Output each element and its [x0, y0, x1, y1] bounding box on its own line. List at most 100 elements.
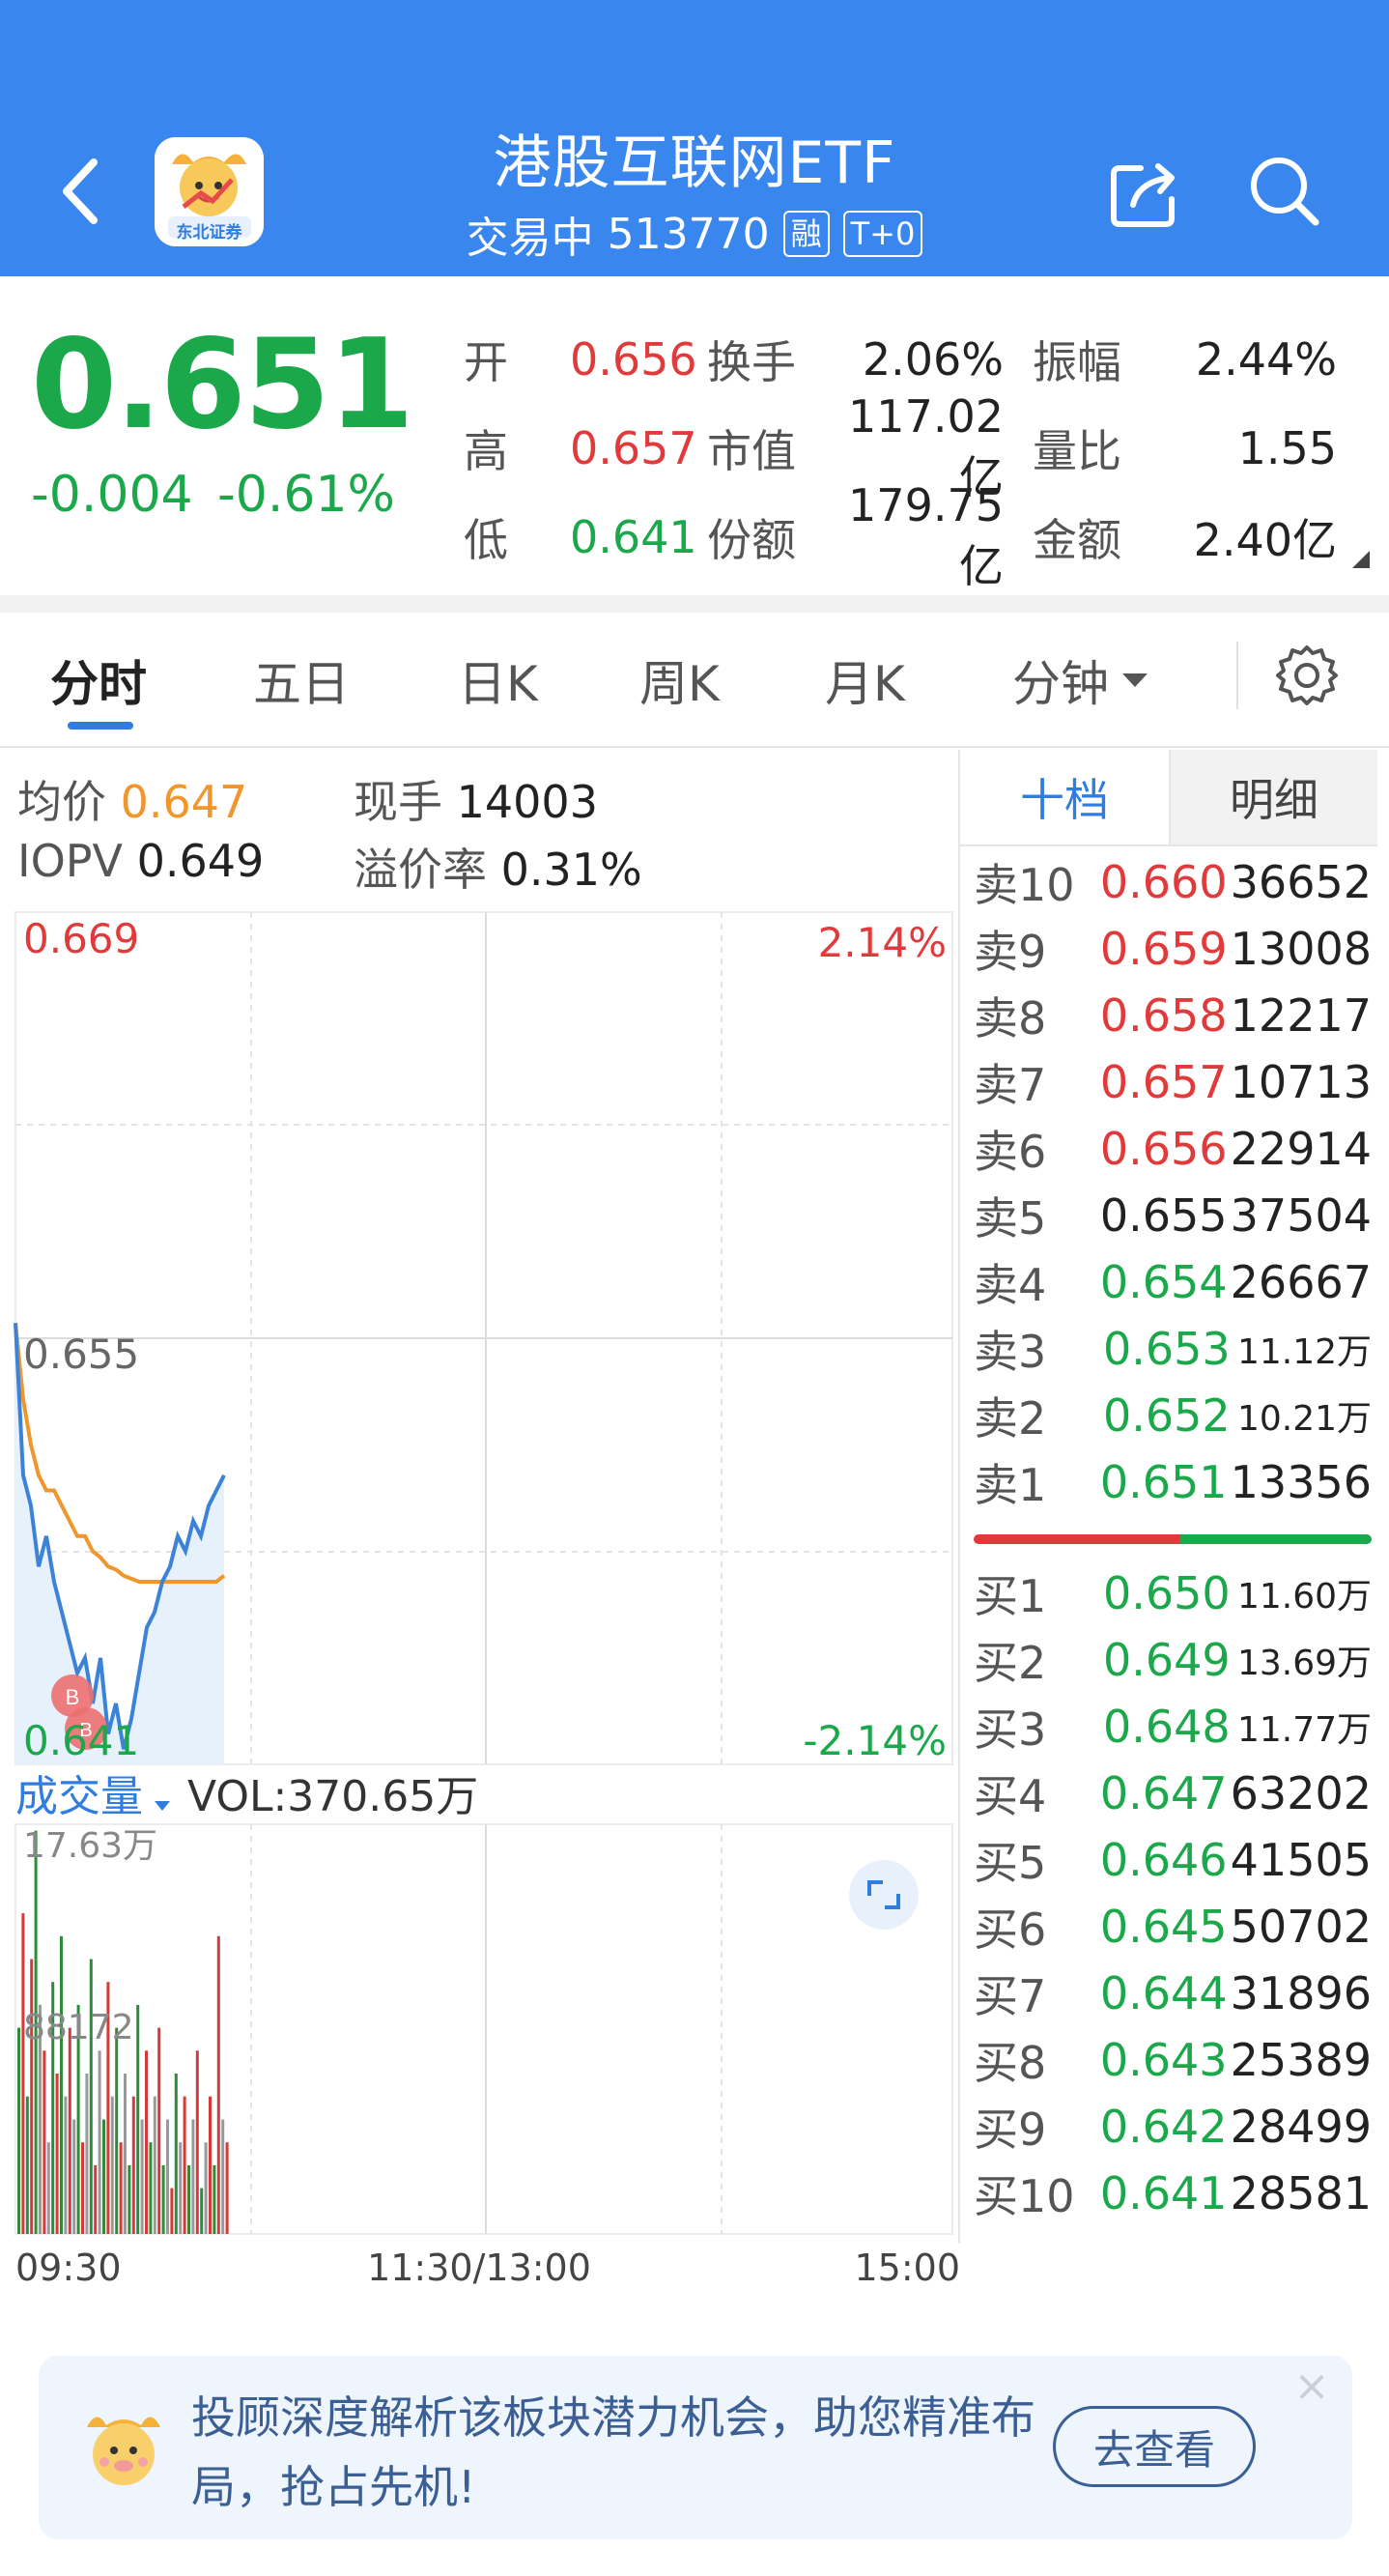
tab-intraday[interactable]: 分时	[50, 656, 147, 712]
ask-level-row[interactable]: 卖7 0.657 10713	[974, 1048, 1372, 1115]
bid-level-row[interactable]: 买7 0.644 31896	[974, 1960, 1372, 2026]
volume-bar	[136, 2004, 140, 2234]
expand-corner-icon[interactable]	[1352, 551, 1370, 568]
trading-status: 交易中	[466, 214, 594, 263]
tab-ten-levels[interactable]: 十档	[960, 750, 1169, 846]
promo-banner[interactable]: 投顾深度解析该板块潜力机会，助您精准布局，抢占先机! 去查看 ×	[39, 2356, 1352, 2539]
buy-marker-label: B	[66, 1685, 80, 1709]
bid-level-row[interactable]: 买3 0.648 11.77万	[974, 1693, 1372, 1760]
ask-level-row[interactable]: 卖10 0.660 36652	[974, 848, 1372, 915]
stat-value: 117.02亿	[848, 390, 1004, 503]
ask-level-row[interactable]: 卖3 0.653 11.12万	[974, 1315, 1372, 1382]
volume-bar	[140, 2119, 144, 2234]
stat-label: 量比	[1033, 425, 1121, 477]
volume-bar	[174, 2074, 178, 2234]
bid-level-row[interactable]: 买5 0.646 41505	[974, 1826, 1372, 1893]
level-label: 卖5	[974, 1191, 1047, 1245]
level-price: 0.647	[1099, 1766, 1228, 1819]
buy-marker[interactable]: B	[65, 1707, 107, 1750]
search-icon[interactable]	[1246, 153, 1323, 230]
volume-indicator-selector[interactable]: 成交量	[15, 1772, 143, 1821]
ask-level-row[interactable]: 卖8 0.658 12217	[974, 982, 1372, 1048]
price-grid-solid	[15, 912, 952, 1764]
level-label: 卖1	[974, 1458, 1047, 1511]
close-icon[interactable]: ×	[1293, 2361, 1330, 2411]
ask-level-row[interactable]: 卖6 0.656 22914	[974, 1115, 1372, 1182]
fullscreen-icon[interactable]	[849, 1860, 919, 1930]
premium-value: 0.31%	[500, 844, 642, 896]
intraday-chart-area: 均价 0.647 现手 14003 IOPV 0.649 溢价率 0.31%	[0, 750, 958, 2286]
level-volume: 25389	[1230, 2033, 1372, 2086]
avg-price-value: 0.647	[120, 776, 248, 828]
level-volume: 12217	[1230, 988, 1372, 1042]
page-title: 港股互联网ETF	[493, 129, 896, 197]
level-volume: 11.60万	[1236, 1576, 1372, 1617]
level-price: 0.657	[1099, 1055, 1228, 1108]
stat-value: 0.657	[570, 422, 697, 474]
intraday-chart[interactable]: B B 0.669 0.655 0.641 2.14% -2.14% 成交量 V…	[0, 750, 958, 2286]
broker-logo: 东北证券	[155, 137, 264, 246]
last-price: 0.651	[31, 313, 414, 457]
bid-level-row[interactable]: 买2 0.649 13.69万	[974, 1626, 1372, 1693]
premium-info: 溢价率 0.31%	[354, 835, 642, 899]
volume-bar	[94, 2164, 98, 2234]
gear-icon[interactable]	[1273, 642, 1341, 709]
stat-label: 振幅	[1033, 336, 1121, 388]
level-label: 买6	[974, 1903, 1047, 1956]
volume-bar	[161, 2164, 165, 2234]
volume-bar	[153, 2096, 156, 2234]
tab-trade-detail[interactable]: 明细	[1169, 750, 1377, 846]
view-button[interactable]: 去查看	[1053, 2406, 1256, 2487]
current-hand-info: 现手 14003	[354, 767, 598, 831]
ask-level-row[interactable]: 卖9 0.659 13008	[974, 915, 1372, 982]
bid-level-row[interactable]: 买4 0.647 63202	[974, 1760, 1372, 1826]
volume-bar	[166, 2119, 169, 2234]
stat-label: 份额	[707, 514, 796, 566]
level-price: 0.642	[1099, 2100, 1228, 2153]
tab-monthly-k[interactable]: 月K	[825, 656, 905, 712]
level-volume: 63202	[1230, 1766, 1372, 1819]
level-volume: 28581	[1230, 2166, 1372, 2219]
tab-five-day[interactable]: 五日	[253, 656, 350, 712]
bid-level-row[interactable]: 买6 0.645 50702	[974, 1893, 1372, 1960]
ask-level-row[interactable]: 卖2 0.652 10.21万	[974, 1382, 1372, 1448]
share-icon[interactable]	[1106, 155, 1183, 232]
bid-level-row[interactable]: 买9 0.642 28499	[974, 2093, 1372, 2160]
level-price: 0.656	[1099, 1122, 1228, 1175]
bid-level-row[interactable]: 买8 0.643 25389	[974, 2026, 1372, 2093]
level-volume: 13356	[1230, 1455, 1372, 1508]
stat-label: 低	[464, 514, 508, 566]
tab-minute-label: 分钟	[1012, 656, 1109, 712]
ask-level-row[interactable]: 卖4 0.654 26667	[974, 1248, 1372, 1315]
buy-marker[interactable]: B	[51, 1674, 94, 1717]
price-change: -0.004	[31, 466, 193, 524]
ask-level-row[interactable]: 卖1 0.651 13356	[974, 1448, 1372, 1515]
level-price: 0.645	[1099, 1900, 1228, 1953]
bid-level-row[interactable]: 买1 0.650 11.60万	[974, 1560, 1372, 1626]
level-label: 买7	[974, 1969, 1047, 2022]
volume-bar	[51, 1982, 55, 2234]
volume-bar	[64, 2096, 68, 2234]
back-arrow-icon[interactable]	[53, 153, 111, 230]
level-volume: 13008	[1230, 922, 1372, 975]
level-price: 0.660	[1099, 855, 1228, 908]
time-mid-label: 11:30/13:00	[367, 2247, 591, 2286]
level-volume: 13.69万	[1236, 1643, 1372, 1683]
bid-level-row[interactable]: 买10 0.641 28581	[974, 2160, 1372, 2226]
volume-bar	[30, 1959, 34, 2234]
ask-level-row[interactable]: 卖5 0.655 37504	[974, 1182, 1372, 1248]
volume-bar	[110, 2096, 114, 2234]
level-label: 买8	[974, 2036, 1047, 2089]
tab-daily-k[interactable]: 日K	[458, 656, 538, 712]
volume-grid	[250, 1824, 723, 2234]
volume-bar	[131, 2096, 135, 2234]
time-end-label: 15:00	[854, 2247, 958, 2286]
level-volume: 10.21万	[1236, 1398, 1372, 1439]
volume-bar	[98, 2050, 101, 2234]
level-label: 卖9	[974, 925, 1047, 978]
volume-bar	[39, 2004, 42, 2234]
tab-weekly-k[interactable]: 周K	[639, 656, 720, 712]
avg-price-line	[14, 1323, 226, 1584]
tab-minute[interactable]: 分钟	[1012, 645, 1149, 715]
stat-value: 0.641	[570, 511, 697, 563]
